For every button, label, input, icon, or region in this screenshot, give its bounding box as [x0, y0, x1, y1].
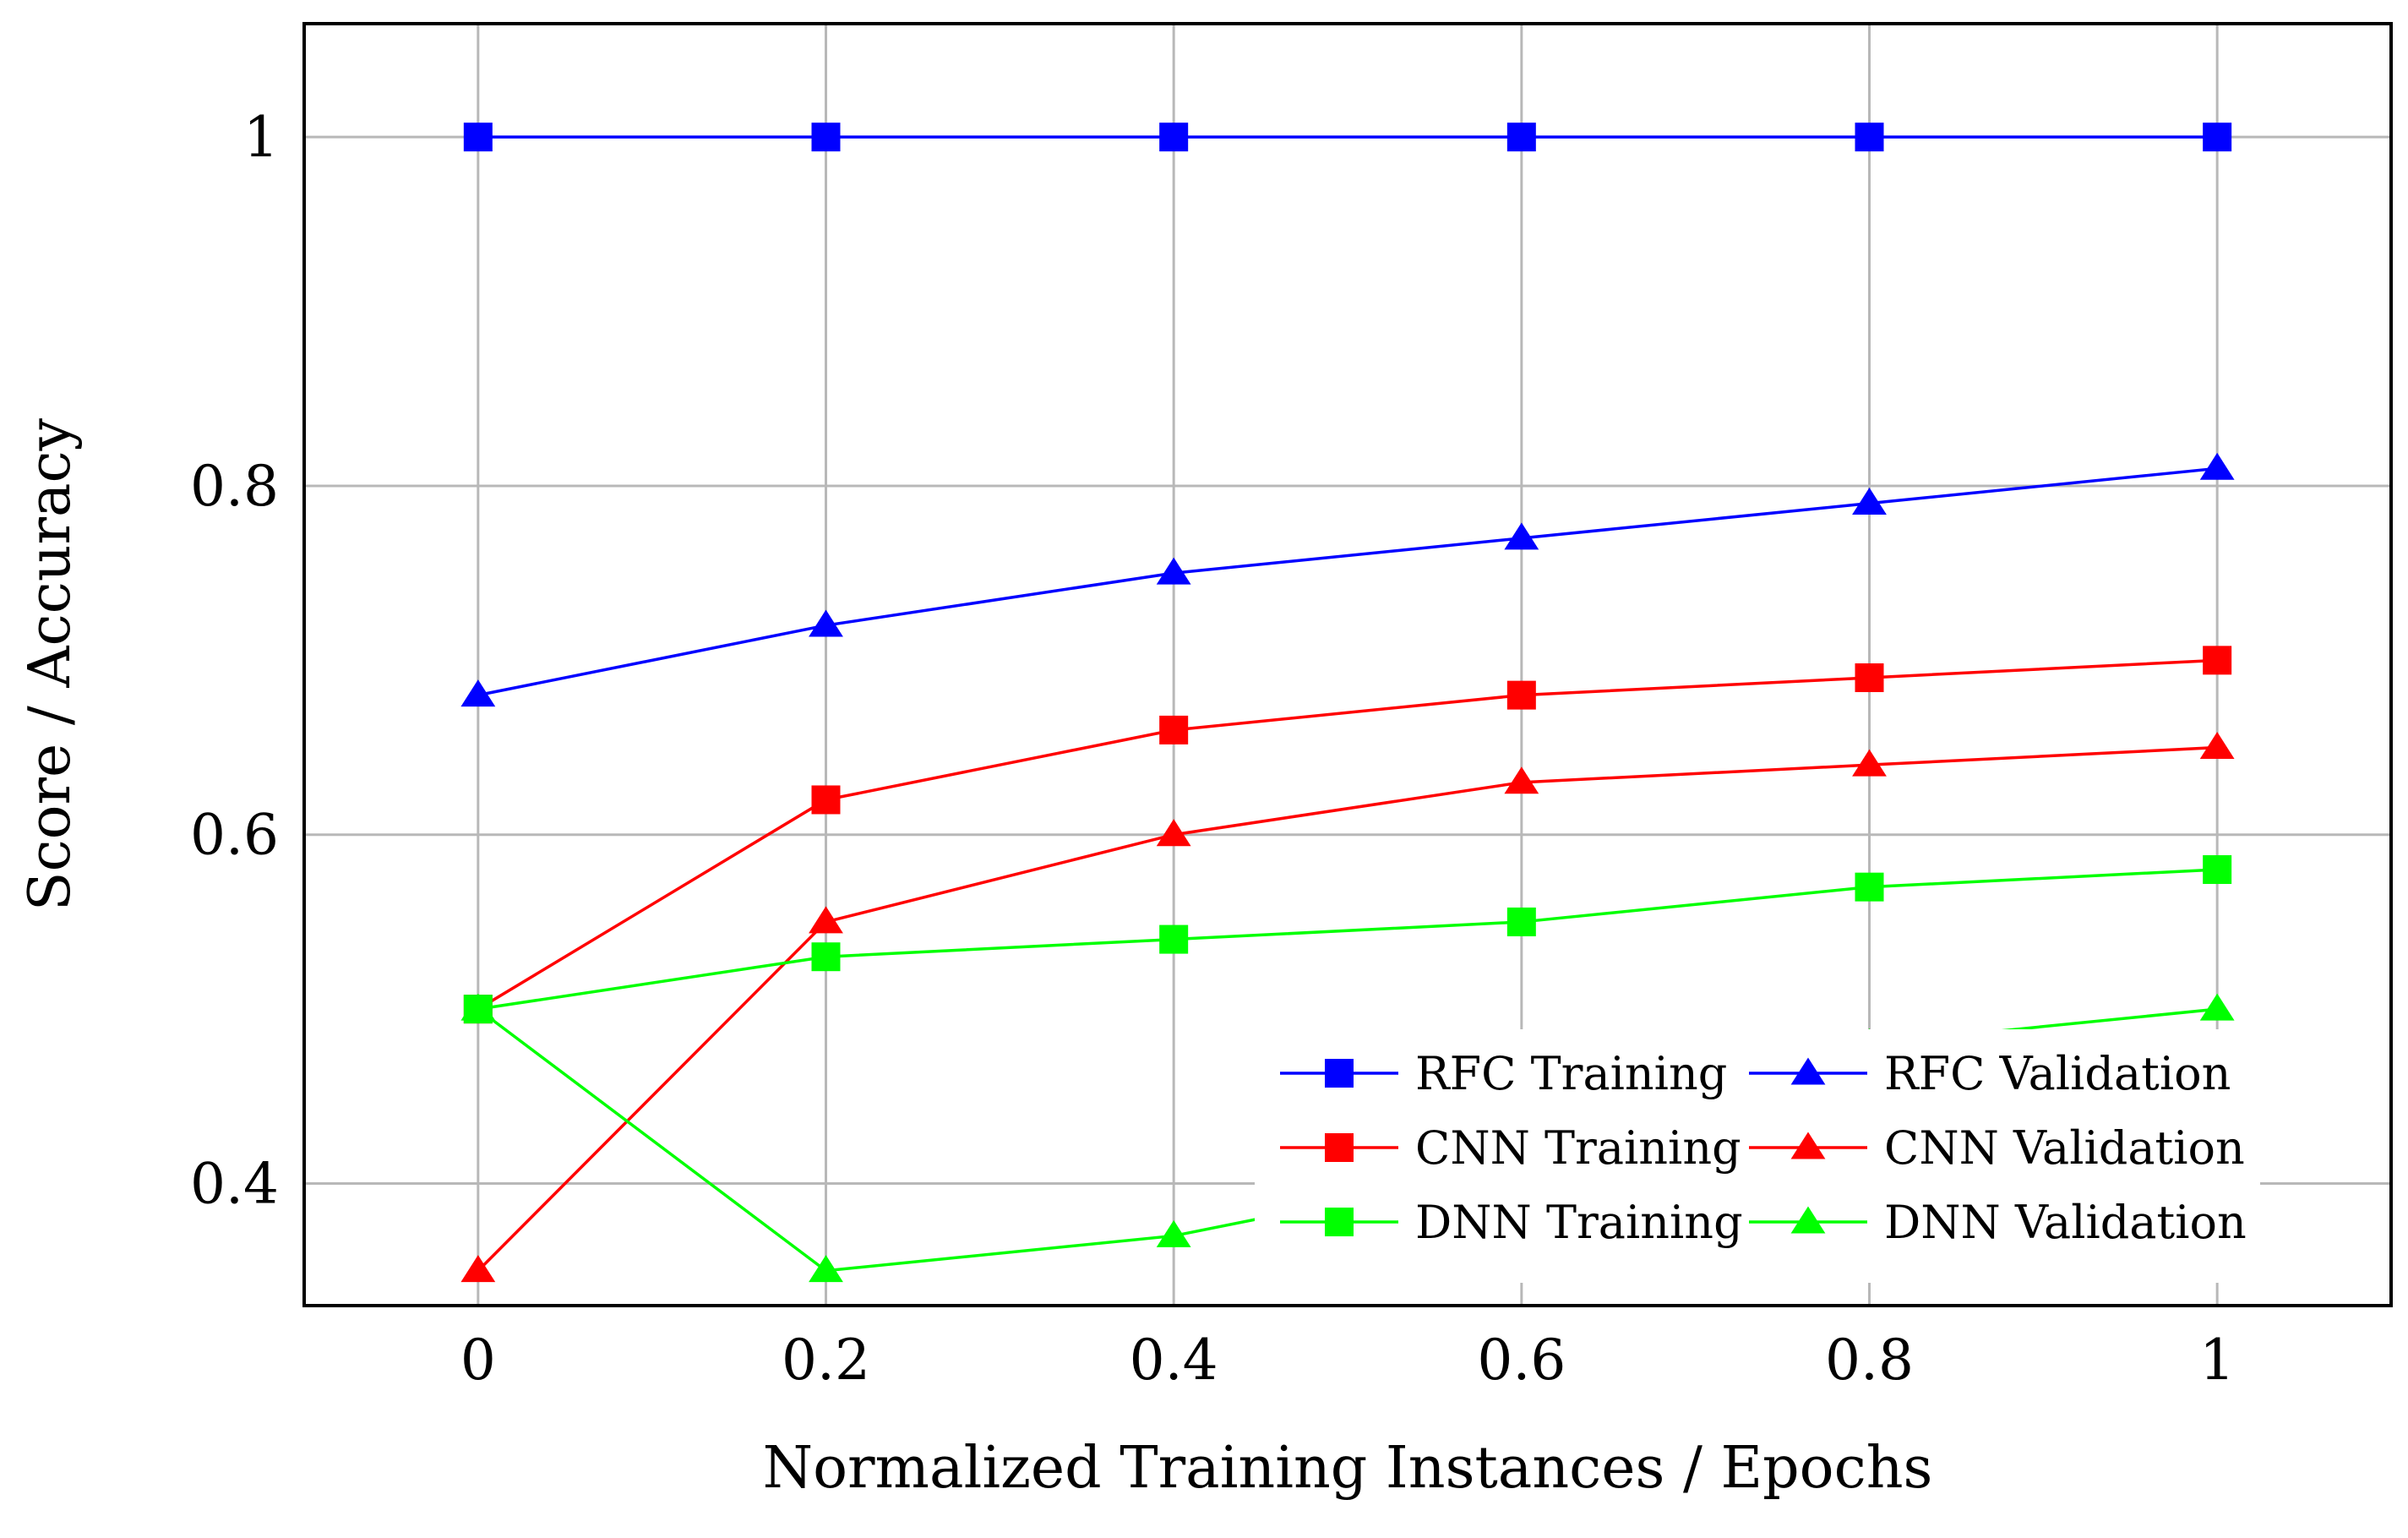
data-point-rfc-validation	[809, 609, 843, 637]
legend-entry-dnn-training: DNN Training	[1280, 1196, 1743, 1249]
data-point-dnn-validation	[2199, 993, 2235, 1021]
data-point-dnn-training	[1159, 924, 1189, 954]
data-point-cnn-validation	[1504, 766, 1539, 794]
data-point-rfc-validation	[1504, 522, 1539, 550]
data-point-cnn-training	[811, 785, 841, 815]
y-tick-label: 0.8	[190, 454, 279, 519]
data-point-cnn-training	[1506, 680, 1536, 710]
data-point-rfc-training	[2203, 123, 2232, 152]
legend-label: CNN Validation	[1884, 1121, 2245, 1175]
series-line-cnn-training	[477, 658, 2218, 1011]
legend-swatch-marker	[1790, 1132, 1826, 1159]
data-point-rfc-training	[1506, 123, 1536, 152]
data-point-cnn-training	[2203, 646, 2232, 675]
legend-swatch-marker	[1790, 1057, 1826, 1085]
data-point-dnn-training	[811, 942, 841, 972]
legend: RFC Training RFC Validation CNN Training CN…	[1255, 1029, 2260, 1283]
x-tick-label: 0.2	[782, 1328, 870, 1393]
x-tick-label: 0.8	[1825, 1328, 1914, 1393]
legend-swatch-marker	[1325, 1133, 1354, 1162]
legend-label: DNN Validation	[1884, 1196, 2247, 1249]
data-point-cnn-validation	[1852, 749, 1887, 777]
y-tick-label: 0.4	[190, 1152, 279, 1217]
data-point-dnn-validation	[460, 993, 496, 1021]
data-point-rfc-training	[463, 123, 493, 152]
y-tick-label: 0.6	[190, 803, 279, 868]
legend-label: DNN Training	[1415, 1196, 1743, 1249]
series-cnn-validation	[460, 731, 2235, 1283]
data-point-cnn-training	[1855, 663, 1884, 692]
data-point-cnn-training	[1159, 715, 1189, 744]
legend-entry-dnn-validation: DNN Validation	[1749, 1196, 2247, 1249]
legend-swatch-marker	[1790, 1206, 1826, 1234]
series-line-rfc-validation	[477, 466, 2218, 697]
series-rfc-training	[463, 123, 2232, 152]
data-point-rfc-validation	[460, 679, 496, 707]
data-point-cnn-validation	[1156, 819, 1191, 847]
data-point-dnn-validation	[1156, 1219, 1191, 1247]
data-point-cnn-validation	[809, 906, 843, 934]
legend-box	[1255, 1029, 2260, 1283]
series-rfc-validation	[460, 452, 2235, 707]
legend-swatch-marker	[1325, 1059, 1354, 1088]
x-tick-label: 0.4	[1130, 1328, 1218, 1393]
y-tick-label: 1	[243, 105, 279, 170]
data-point-rfc-validation	[1852, 488, 1887, 515]
tick-labels: 0 0.2 0.4 0.6 0.8 1 0.4 0.6 0.8 1	[190, 105, 2235, 1393]
x-axis-label: Normalized Training Instances / Epochs	[763, 1435, 1933, 1502]
data-point-dnn-training	[1855, 872, 1884, 902]
series-line-dnn-training	[477, 868, 2218, 1011]
legend-entry-rfc-training: RFC Training	[1280, 1047, 1727, 1100]
legend-swatch-marker	[1325, 1208, 1354, 1236]
series-dnn-training	[463, 855, 2232, 1024]
data-point-rfc-training	[1855, 123, 1884, 152]
data-point-cnn-validation	[2199, 731, 2235, 760]
data-point-dnn-validation	[809, 1255, 843, 1283]
data-point-cnn-validation	[460, 1255, 496, 1283]
series-line-cnn-validation	[477, 745, 2218, 1272]
data-point-rfc-training	[811, 123, 841, 152]
y-axis-label: Score / Accuracy	[17, 417, 84, 911]
data-point-dnn-training	[2203, 855, 2232, 885]
legend-entry-cnn-training: CNN Training	[1280, 1121, 1741, 1175]
legend-label: CNN Training	[1415, 1121, 1741, 1175]
data-point-rfc-validation	[1156, 557, 1191, 585]
legend-label: RFC Validation	[1884, 1047, 2231, 1100]
x-tick-label: 1	[2199, 1328, 2235, 1393]
legend-entry-rfc-validation: RFC Validation	[1749, 1047, 2231, 1100]
data-point-dnn-training	[1506, 907, 1536, 936]
legend-entry-cnn-validation: CNN Validation	[1749, 1121, 2245, 1175]
data-point-rfc-training	[1159, 123, 1189, 152]
x-tick-label: 0.6	[1477, 1328, 1566, 1393]
legend-label: RFC Training	[1415, 1047, 1727, 1100]
data-point-rfc-validation	[2199, 452, 2235, 480]
series-layer	[460, 123, 2235, 1283]
x-tick-label: 0	[460, 1328, 496, 1393]
plot-frame	[302, 22, 2393, 1307]
